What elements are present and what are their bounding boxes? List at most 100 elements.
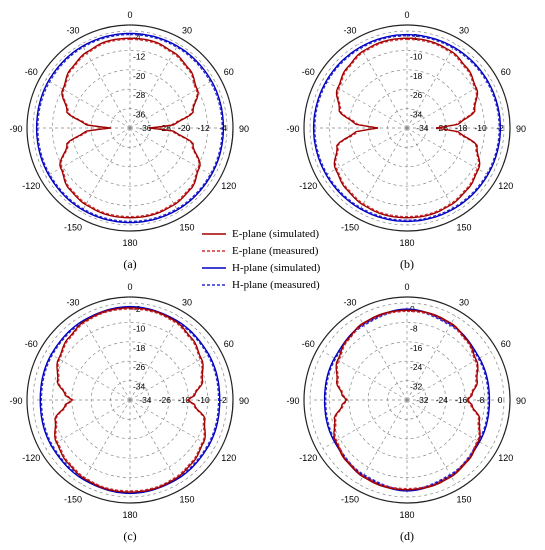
- radial-tick-label: -26: [410, 90, 423, 100]
- grid-circle: [348, 341, 466, 459]
- angle-tick-label: 0: [127, 282, 132, 292]
- legend-swatch: [202, 267, 226, 269]
- radial-tick-label: -4: [133, 32, 141, 42]
- grid-spoke: [129, 127, 215, 177]
- grid-spoke: [322, 79, 408, 129]
- angle-tick-label: 0: [404, 10, 409, 20]
- legend-item-h-meas: H-plane (measured): [202, 277, 382, 293]
- angle-tick-label: -120: [22, 181, 40, 191]
- angle-tick-label: -90: [9, 124, 22, 134]
- grid-circle: [348, 69, 466, 187]
- grid-spoke: [45, 399, 131, 449]
- series-h-simulated: [35, 32, 225, 224]
- angle-tick-label: -90: [286, 396, 299, 406]
- radial-tick-label: -36: [133, 110, 146, 120]
- radial-tick-label-right: -26: [159, 395, 172, 405]
- angle-tick-label: 30: [182, 297, 192, 307]
- polar-panel-2: 0 30 60 90 120 150 180 -150 -120 -90 -60 -30 -2 -10 -1…: [286, 10, 526, 271]
- angle-tick-label: 90: [516, 124, 526, 134]
- panel-label: (b): [400, 257, 414, 271]
- outer-ring: [303, 24, 511, 232]
- grid-spoke: [322, 351, 408, 401]
- angle-tick-label: 90: [239, 396, 249, 406]
- grid-spoke: [129, 399, 179, 485]
- radial-tick-label: -10: [133, 323, 146, 333]
- grid-circle: [52, 322, 208, 478]
- grid-spoke: [358, 399, 408, 485]
- radial-tick-label-right: -10: [197, 395, 210, 405]
- legend-item-e-meas: E-plane (measured): [202, 243, 382, 259]
- grid-circle: [329, 50, 485, 206]
- angle-tick-label: 180: [122, 238, 137, 248]
- angle-tick-label: 30: [459, 25, 469, 35]
- series-e-measured: [55, 308, 205, 492]
- angle-tick-label: 30: [182, 25, 192, 35]
- series-e-measured: [334, 310, 480, 490]
- radial-tick-label: -24: [410, 362, 423, 372]
- radial-tick-label: -18: [410, 71, 423, 81]
- angle-tick-label: 150: [179, 495, 194, 505]
- series-h-measured: [37, 34, 223, 223]
- angle-tick-label: 60: [224, 339, 234, 349]
- grid-spoke: [129, 79, 215, 129]
- series-e-measured: [334, 38, 480, 218]
- series-e-measured: [60, 38, 200, 218]
- grid-spoke: [358, 43, 408, 129]
- angle-tick-label: 180: [122, 510, 137, 520]
- angle-tick-label: 0: [127, 10, 132, 20]
- legend-item-e-sim: E-plane (simulated): [202, 226, 382, 242]
- angle-tick-label: -30: [66, 25, 79, 35]
- grid-spoke: [406, 399, 492, 449]
- angle-tick-label: -60: [302, 339, 315, 349]
- radial-tick-label-right: -2: [219, 395, 227, 405]
- grid-spoke: [129, 315, 179, 401]
- legend-swatch: [202, 284, 226, 286]
- grid-spoke: [129, 351, 215, 401]
- radial-tick-label: -28: [133, 90, 146, 100]
- grid-spoke: [81, 127, 131, 213]
- angle-tick-label: 60: [224, 67, 234, 77]
- grid-circle: [71, 69, 189, 187]
- angle-tick-label: -60: [25, 67, 38, 77]
- angle-tick-label: 30: [459, 297, 469, 307]
- angle-tick-label: 60: [501, 67, 511, 77]
- angle-tick-label: 120: [221, 181, 236, 191]
- angle-tick-label: -150: [64, 223, 82, 233]
- series-h-simulated: [312, 33, 502, 223]
- radial-tick-label: -18: [133, 343, 146, 353]
- angle-tick-label: -30: [343, 297, 356, 307]
- angle-tick-label: -120: [22, 453, 40, 463]
- radial-tick-label-right: -26: [436, 123, 449, 133]
- outer-ring: [303, 296, 511, 504]
- angle-tick-label: 120: [498, 453, 513, 463]
- radial-tick-label-right: -12: [197, 123, 210, 133]
- radial-tick-label-right: -20: [178, 123, 191, 133]
- radial-tick-label-right: -24: [436, 395, 449, 405]
- radial-tick-label-right: -34: [139, 395, 152, 405]
- grid-spoke: [81, 399, 131, 485]
- legend-swatch: [202, 250, 226, 252]
- radial-tick-label: -34: [410, 110, 423, 120]
- angle-tick-label: 120: [498, 181, 513, 191]
- panel-label: (d): [400, 529, 414, 543]
- angle-tick-label: -90: [286, 124, 299, 134]
- angle-tick-label: 150: [456, 495, 471, 505]
- angle-tick-label: 150: [179, 223, 194, 233]
- grid-spoke: [45, 79, 131, 129]
- radial-tick-label-right: -36: [139, 123, 152, 133]
- angle-tick-label: -150: [341, 223, 359, 233]
- legend-label: H-plane (simulated): [232, 262, 321, 274]
- angle-tick-label: -60: [25, 339, 38, 349]
- grid-circle: [52, 50, 208, 206]
- grid-spoke: [358, 315, 408, 401]
- angle-tick-label: 180: [399, 510, 414, 520]
- angle-tick-label: -150: [341, 495, 359, 505]
- grid-circle: [329, 322, 485, 478]
- series-h-measured: [314, 35, 500, 221]
- polar-panel-1: 0 30 60 90 120 150 180 -150 -120 -90 -60 -30 -4 -12 -2…: [9, 10, 249, 271]
- grid-spoke: [406, 127, 492, 177]
- angle-tick-label: 0: [404, 282, 409, 292]
- outer-ring: [26, 296, 234, 504]
- legend-label: E-plane (measured): [232, 245, 319, 257]
